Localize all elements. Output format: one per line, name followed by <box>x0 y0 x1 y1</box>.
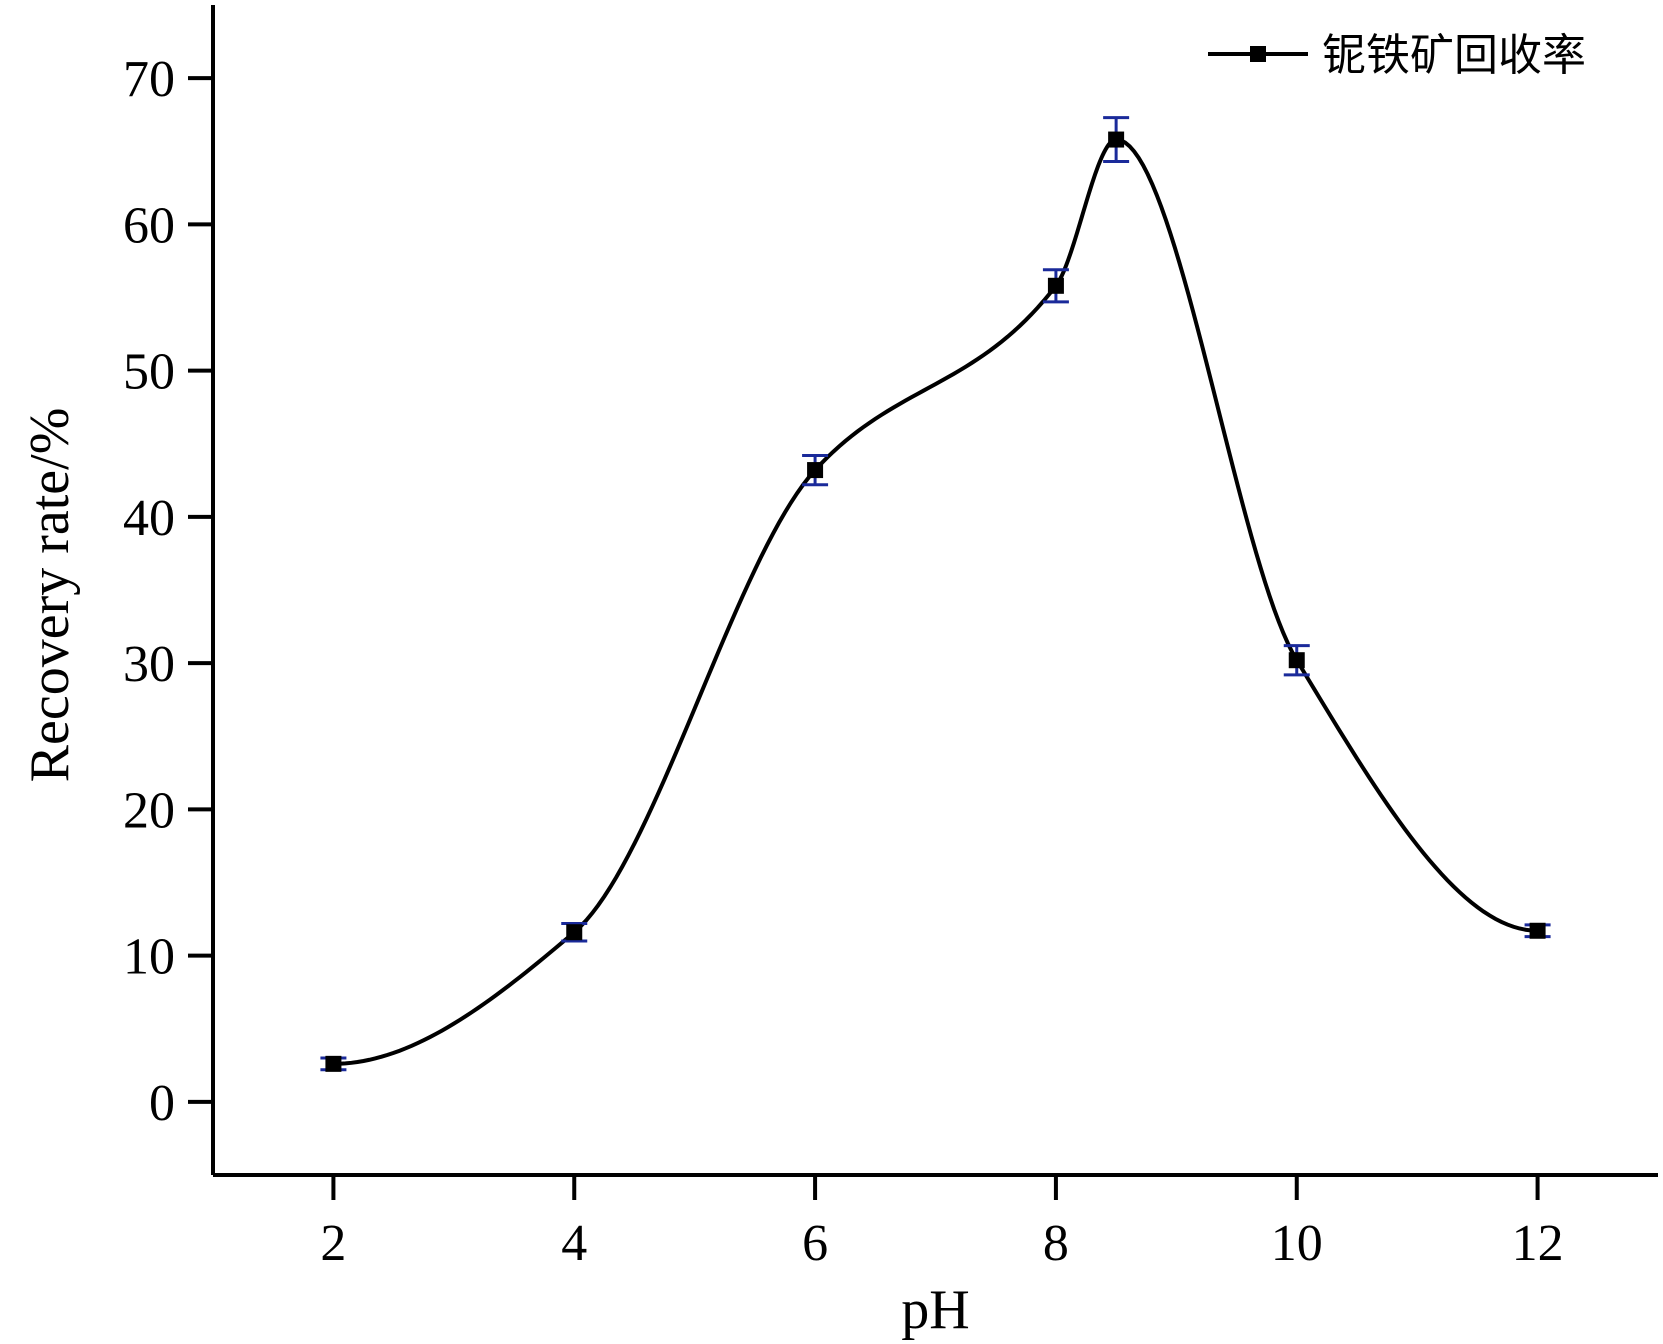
x-tick-label: 2 <box>320 1215 346 1272</box>
data-marker <box>566 924 583 941</box>
data-marker <box>1108 131 1125 148</box>
x-axis-ticks: 2 4 6 8 10 12 <box>320 1175 1564 1272</box>
legend: 铌铁矿回收率 <box>1208 30 1586 81</box>
axes <box>211 5 1658 1177</box>
y-tick-label: 10 <box>123 929 175 986</box>
y-axis-label: Recovery rate/% <box>19 408 81 783</box>
data-point <box>1042 268 1069 304</box>
legend-marker <box>1250 46 1266 62</box>
y-tick-label: 20 <box>123 782 175 839</box>
x-tick-label: 6 <box>802 1215 828 1272</box>
y-tick-label: 60 <box>123 197 175 254</box>
y-tick-label: 70 <box>123 51 175 108</box>
x-axis-label: pH <box>901 1279 969 1341</box>
data-marker <box>1047 277 1064 294</box>
x-tick-label: 8 <box>1043 1215 1069 1272</box>
data-marker <box>1529 922 1546 939</box>
y-axis-ticks: 0 10 20 30 40 50 60 70 <box>123 51 213 1132</box>
data-point <box>1524 922 1551 939</box>
legend-label: 铌铁矿回收率 <box>1322 30 1586 81</box>
y-tick-label: 0 <box>149 1075 175 1132</box>
y-tick-label: 50 <box>123 344 175 401</box>
data-point <box>561 921 588 943</box>
x-tick-label: 12 <box>1512 1215 1564 1272</box>
y-tick-label: 40 <box>123 490 175 547</box>
plot-area <box>320 116 1551 1072</box>
series-line <box>333 137 1538 1066</box>
data-point <box>1283 644 1310 677</box>
y-tick-label: 30 <box>123 636 175 693</box>
x-tick-label: 10 <box>1271 1215 1323 1272</box>
data-marker <box>1288 652 1305 669</box>
data-marker <box>807 462 824 479</box>
x-tick-label: 4 <box>561 1215 587 1272</box>
data-marker <box>325 1055 342 1072</box>
data-point <box>1103 116 1130 163</box>
data-point <box>802 453 829 487</box>
data-point <box>320 1055 347 1072</box>
